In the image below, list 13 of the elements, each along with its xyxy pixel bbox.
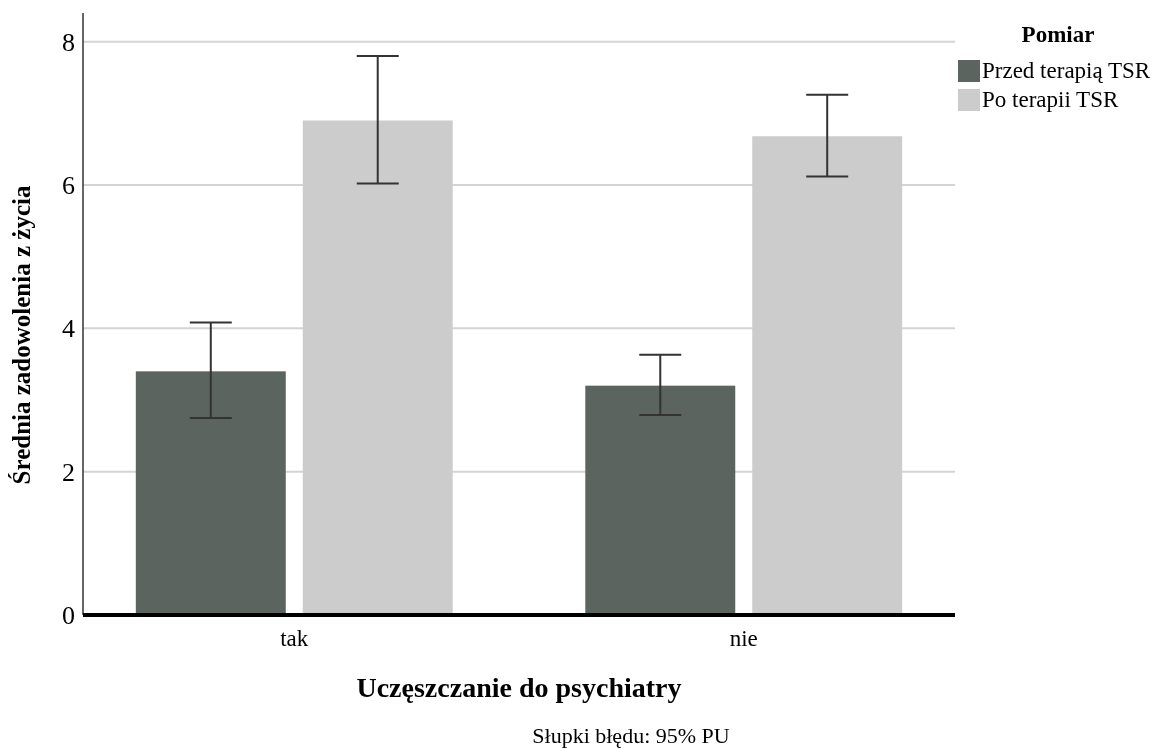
y-tick-label: 6 [62, 171, 75, 201]
legend-label: Po terapii TSR [982, 87, 1119, 112]
x-tick-label: nie [729, 626, 758, 651]
text: Słupki błędu: 95% PU [532, 723, 730, 748]
x-tick-label: tak [280, 626, 309, 651]
legend-label: Przed terapią TSR [982, 58, 1151, 83]
x-axis-title: Uczęszczanie do psychiatry [356, 672, 682, 703]
y-tick-label: 4 [62, 314, 75, 344]
y-tick-label: 0 [62, 601, 75, 631]
y-axis-title: Średnia zadowolenia z życia [8, 185, 35, 485]
y-tick-label: 8 [62, 27, 75, 57]
legend-title: Pomiar [1021, 22, 1095, 47]
y-tick-label: 2 [62, 457, 75, 487]
